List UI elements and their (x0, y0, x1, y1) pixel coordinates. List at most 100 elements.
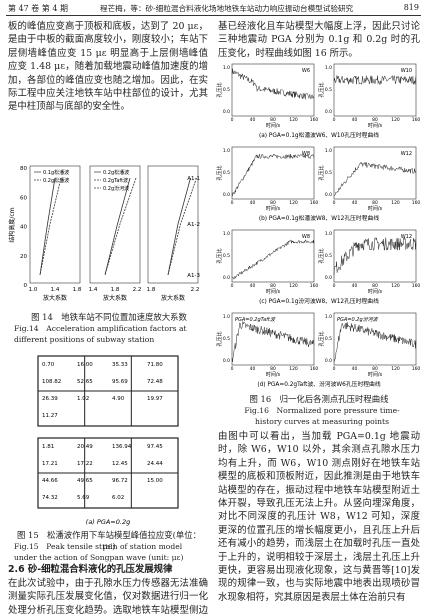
pore-pressure-curve (333, 161, 417, 196)
panel-caption: (b) PGA=0.1g松潘波W8、W12孔压时程曲线 (259, 214, 379, 222)
y-tick-label: 1.0 (223, 314, 230, 320)
legend-label: 0.2g松潘波 (103, 169, 129, 176)
panel-caption: (a) PGA=0.1g松潘波W6、W10孔压时程曲线 (259, 131, 379, 139)
pore-pressure-curve (333, 75, 417, 85)
y-tick-label: 0.5 (223, 336, 230, 342)
y-tick-label: 0.0 (223, 192, 230, 198)
y-tick-label: 0.5 (325, 170, 332, 176)
page-number: 819 (403, 3, 419, 12)
x-axis-label: 时间/s (266, 205, 281, 212)
x-tick-label: 0 (231, 117, 234, 123)
section-heading: 2.6 砂-细粒混合料液化的孔压发展规律 (8, 564, 173, 575)
legend-label: W12 (401, 151, 412, 157)
y-axis-label: 孔压比 (216, 165, 223, 180)
strain-value: 96.72 (112, 478, 128, 484)
y-tick-label: 1.0 (223, 65, 230, 71)
point-label: A1-3 (187, 273, 200, 279)
strain-value: 97.45 (147, 444, 163, 450)
plot-frame (231, 63, 315, 117)
x-tick-label: 80 (372, 366, 378, 372)
legend-label: W10 (401, 68, 412, 74)
x-tick-label: 0 (333, 117, 336, 123)
strain-value: 4.90 (112, 396, 125, 402)
y-tick-label: 0.0 (325, 192, 332, 198)
x-tick-label: 2.2 (133, 287, 142, 293)
caption-en: Fig.16 Normalized pore pressure time-his… (244, 406, 400, 426)
y-tick-label: 1.0 (223, 148, 230, 154)
plot-frame (231, 312, 315, 366)
strain-value: 72.48 (147, 379, 163, 385)
y-axis-label: 孔压比 (318, 331, 325, 346)
y-tick-label: 0.5 (223, 253, 230, 259)
y-tick-label: 0.5 (223, 170, 230, 176)
strain-value: 20.49 (77, 444, 93, 450)
pore-pressure-curve (333, 322, 417, 363)
x-tick-label: 120 (391, 366, 400, 372)
x-tick-label: 1.8 (111, 287, 120, 293)
x-tick-label: 160 (310, 283, 319, 289)
y-tick-label: 0.0 (325, 275, 332, 281)
x-axis-label: 放大系数 (161, 294, 185, 302)
caption-cn: 图 15 松潘波作用下车站模型峰值拉应变(单位：με) (16, 530, 202, 551)
strain-value: 5.69 (77, 495, 90, 501)
x-tick-label: 0 (231, 200, 234, 206)
paragraph: 由图中可以看出，当加载 PGA=0.1g 地震动时，除 W6，W10 以外，其余… (218, 431, 420, 603)
panel-caption: (d) PGA=0.2gTaft波、汾河波W6孔压时程曲线 (257, 380, 380, 388)
profile-line (104, 177, 131, 276)
x-tick-label: 160 (412, 366, 421, 372)
x-tick-label: 40 (352, 283, 358, 289)
caption-cn: 图 14 地铁车站不同位置加速度放大系数 (31, 312, 187, 322)
y-axis-label: 孔压比 (318, 165, 325, 180)
y-axis-label: 结构高度/cm (8, 207, 16, 242)
profile-line (104, 177, 137, 276)
y-axis-label: 孔压比 (216, 248, 223, 263)
strain-value: 44.66 (42, 478, 58, 484)
profile-line (39, 177, 62, 276)
x-tick-label: 80 (270, 366, 276, 372)
legend-label: PGA=0.2gTaft波 (235, 316, 276, 323)
legend-label: W6 (302, 68, 310, 74)
x-tick-label: 40 (352, 117, 358, 123)
strain-value: 17.21 (42, 461, 58, 467)
strain-value: 95.69 (112, 379, 128, 385)
x-tick-label: 1.4 (51, 287, 60, 293)
x-axis-label: 时间/s (266, 288, 281, 295)
legend-label: W8 (302, 151, 310, 157)
y-axis-label: 孔压比 (318, 248, 325, 263)
x-tick-label: 160 (412, 200, 421, 206)
strain-value: 74.32 (42, 495, 58, 501)
y-tick-label: 1.0 (325, 314, 332, 320)
y-tick-label: 0.0 (223, 358, 230, 364)
pore-pressure-curve (333, 236, 417, 276)
x-tick-label: 1.4 (89, 287, 98, 293)
legend-label: PGA=0.2g汾河波 (337, 316, 379, 323)
x-tick-label: 160 (310, 200, 319, 206)
y-tick-label: 1.0 (325, 148, 332, 154)
plot-frame (333, 312, 417, 366)
y-tick-label: 0 (24, 283, 28, 289)
strain-value: 16.00 (77, 362, 93, 368)
y-tick-label: 1.0 (325, 231, 332, 237)
x-tick-label: 120 (289, 366, 298, 372)
plot-frame (29, 165, 81, 284)
x-tick-label: 80 (270, 200, 276, 206)
x-tick-label: 120 (391, 283, 400, 289)
x-axis-label: 放大系数 (103, 294, 127, 302)
x-tick-label: 160 (310, 117, 319, 123)
x-tick-label: 120 (391, 117, 400, 123)
y-tick-label: 0.0 (223, 275, 230, 281)
strain-value: 52.65 (77, 379, 93, 385)
plot-frame (89, 165, 141, 284)
y-tick-label: 0.0 (325, 358, 332, 364)
strain-value: 17.22 (77, 461, 93, 467)
y-tick-label: 0.5 (223, 87, 230, 93)
y-tick-label: 0.5 (325, 87, 332, 93)
plot-frame (333, 146, 417, 200)
strain-value: 1.02 (77, 396, 89, 402)
panel-label: (a) PGA=0.2g (86, 518, 130, 526)
y-tick-label: 0.0 (325, 109, 332, 115)
x-tick-label: 80 (372, 283, 378, 289)
x-axis-label: 时间/s (368, 288, 383, 295)
